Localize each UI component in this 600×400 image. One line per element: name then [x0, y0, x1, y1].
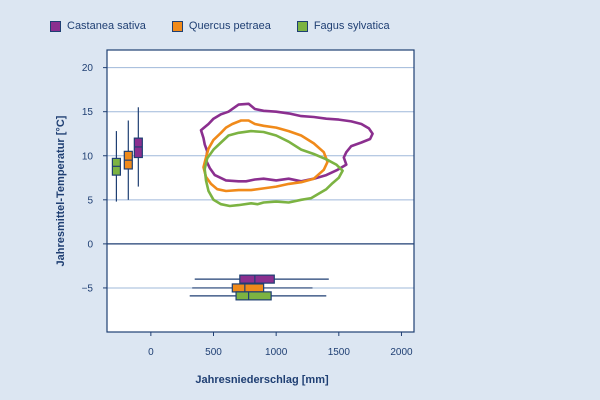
y-tick-label: 5 — [87, 195, 93, 206]
legend-item-castanea: Castanea sativa — [50, 20, 146, 32]
x-tick-label: 1000 — [265, 347, 288, 358]
contour-fagus-sylvatica — [203, 129, 344, 208]
box-precip-castanea-sativa — [239, 274, 275, 284]
y-tick-label: 0 — [87, 239, 93, 250]
boxplots — [111, 107, 329, 301]
legend-label-fagus: Fagus sylvatica — [313, 20, 390, 32]
x-tick-label: 500 — [205, 347, 222, 358]
legend-swatch-fagus — [296, 20, 308, 32]
legend-label-quercus: Quercus petraea — [188, 20, 271, 32]
legend-label-castanea: Castanea sativa — [67, 20, 146, 32]
box-precip-fagus-sylvatica — [235, 291, 272, 301]
legend-swatch-castanea — [50, 20, 61, 32]
x-tick-label: 2000 — [390, 347, 413, 358]
contours — [199, 102, 374, 208]
x-tick-label: 0 — [148, 347, 154, 358]
contour-quercus-petraea — [202, 119, 329, 193]
y-tick-label: 10 — [82, 151, 94, 162]
legend-swatch-quercus — [171, 20, 183, 32]
box-temp-castanea-sativa — [133, 137, 143, 159]
ticks: −5 0 5 10 15 20 0 500 1000 1500 2000 — [82, 63, 413, 358]
y-axis-label: Jahresmittel-Temperatur [°C] — [55, 115, 67, 266]
legend-item-fagus: Fagus sylvatica — [296, 20, 390, 32]
x-axis-label: Jahresniederschlag [mm] — [195, 374, 329, 386]
y-tick-label: 20 — [82, 63, 94, 74]
plot-frame — [106, 49, 415, 333]
box-precip-quercus-petraea — [231, 283, 265, 293]
legend-item-quercus: Quercus petraea — [171, 20, 271, 32]
x-tick-label: 1500 — [328, 347, 351, 358]
y-tick-label: 15 — [82, 107, 94, 118]
legend: Castanea sativa Quercus petraea Fagus sy… — [50, 20, 390, 32]
y-tick-label: −5 — [82, 283, 94, 294]
